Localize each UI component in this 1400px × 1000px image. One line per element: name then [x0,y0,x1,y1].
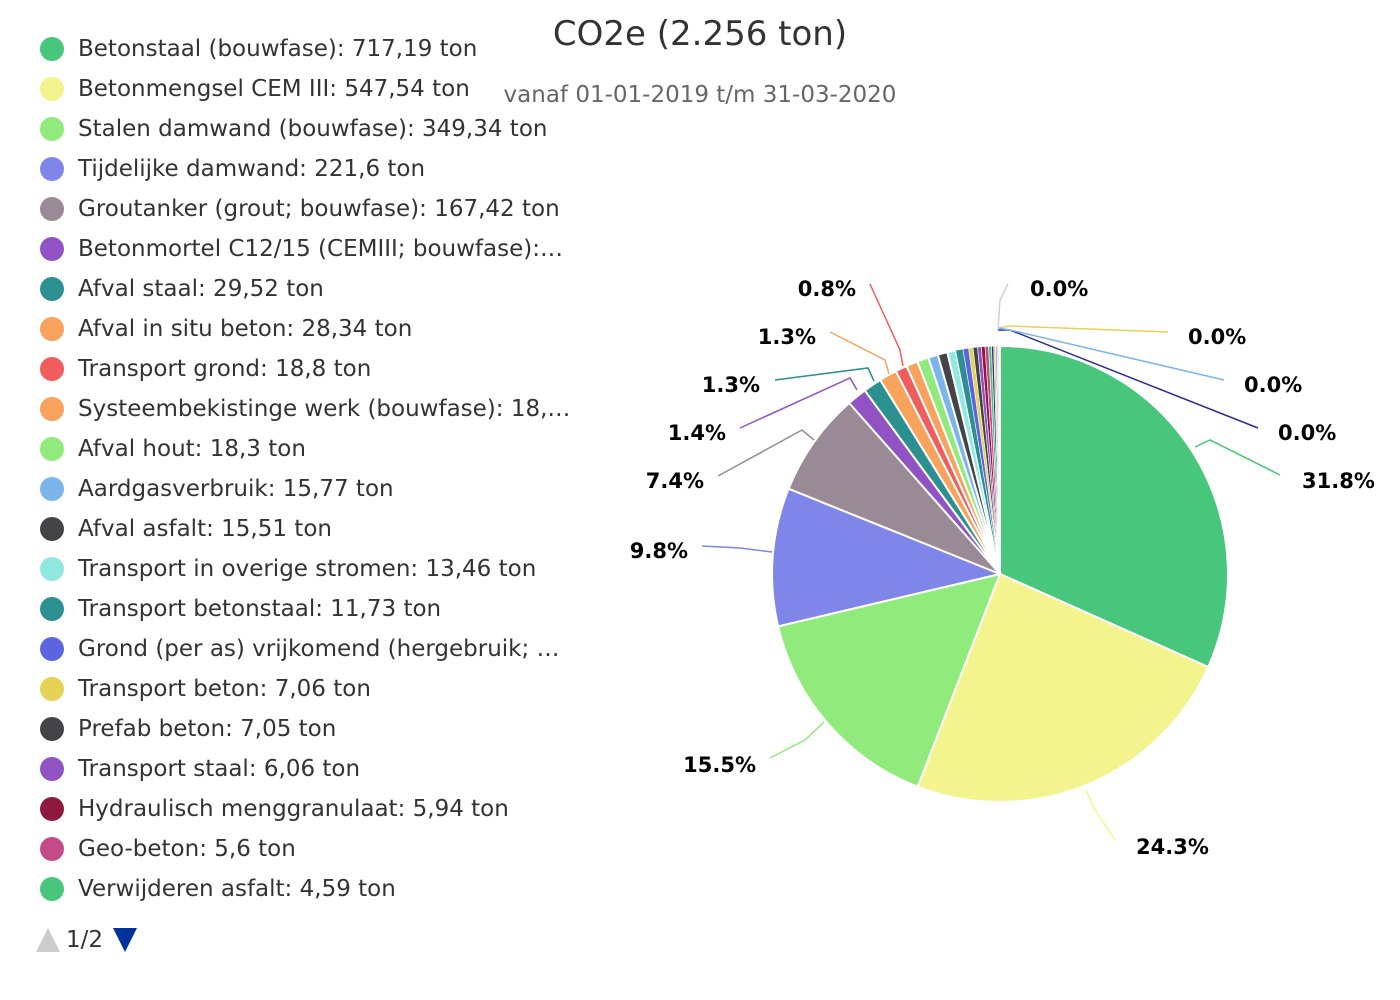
label-connector-line [998,284,1008,330]
slice-percentage-label: 0.8% [798,277,856,301]
slice-percentage-label: 31.8% [1302,469,1375,493]
slice-percentage-label: 7.4% [646,469,704,493]
slice-percentage-label: 1.3% [702,373,760,397]
slice-percentage-label: 1.3% [758,325,816,349]
pie-slices [772,346,1228,802]
label-connector-line [998,326,1168,332]
slice-percentage-label: 0.0% [1244,373,1302,397]
label-connector-line [775,368,874,381]
label-connector-line [1086,790,1115,840]
label-connector-line [770,722,824,758]
label-connector-line [870,284,903,366]
slice-percentage-label: 24.3% [1136,835,1209,859]
slice-percentage-label: 0.0% [1188,325,1246,349]
slice-percentage-label: 15.5% [683,753,756,777]
label-connector-line [830,332,889,374]
slice-percentage-label: 0.0% [1278,421,1336,445]
label-connector-line [702,546,772,552]
slice-percentage-label: 9.8% [630,539,688,563]
slice-percentage-label: 1.4% [668,421,726,445]
slice-percentage-label: 0.0% [1030,277,1088,301]
label-connector-line [1195,440,1280,475]
